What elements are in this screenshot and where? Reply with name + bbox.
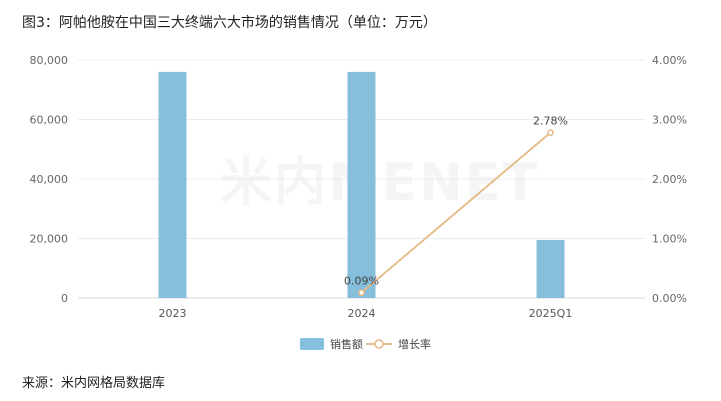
bar: [158, 71, 187, 299]
legend-swatch-bar: [300, 338, 324, 350]
growth-point: [358, 289, 365, 296]
x-tick-label: 2023: [159, 307, 187, 320]
y-left-tick-label: 60,000: [30, 114, 69, 127]
x-tick-label: 2024: [348, 307, 376, 320]
y-right-tick-label: 0.00%: [652, 292, 687, 305]
y-left-tick-label: 20,000: [30, 233, 69, 246]
y-left-tick-label: 80,000: [30, 54, 69, 67]
legend-swatch-marker: [374, 339, 384, 349]
x-tick-label: 2025Q1: [529, 307, 573, 320]
y-left-tick-label: 40,000: [30, 173, 69, 186]
y-right-tick-label: 3.00%: [652, 114, 687, 127]
data-label: 2.78%: [533, 115, 568, 128]
figure-source: 来源：米内网格局数据库: [22, 376, 166, 391]
y-right-tick-label: 1.00%: [652, 233, 687, 246]
y-right-tick-label: 2.00%: [652, 173, 687, 186]
data-label: 0.09%: [344, 275, 379, 288]
legend-label: 增长率: [398, 337, 431, 351]
growth-line: [360, 131, 552, 294]
legend-label: 销售额: [330, 337, 363, 351]
bar: [536, 239, 565, 298]
y-right-tick-label: 4.00%: [652, 54, 687, 67]
y-left-tick-label: 0: [61, 292, 68, 305]
growth-point: [547, 129, 554, 136]
figure-title: 图3：阿帕他胺在中国三大终端六大市场的销售情况（单位：万元）: [22, 15, 437, 31]
bar: [347, 71, 376, 299]
